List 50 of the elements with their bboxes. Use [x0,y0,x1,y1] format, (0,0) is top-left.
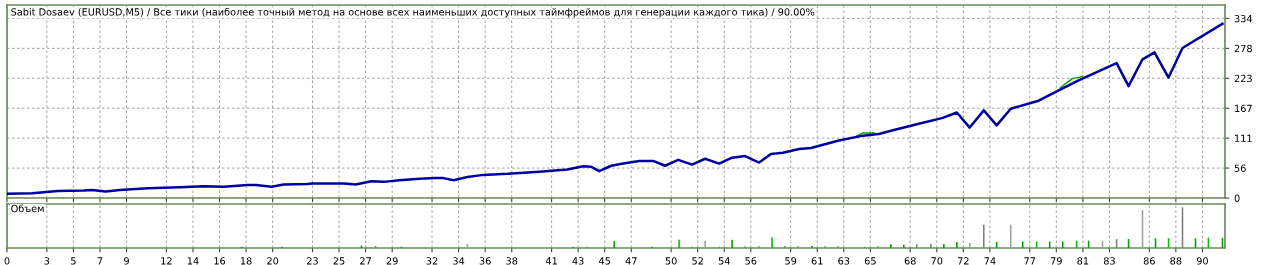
x-tick-label: 16 [214,257,226,265]
x-tick-label: 59 [785,257,797,265]
y-tick-label: 223 [1234,74,1252,83]
y-tick-label: 334 [1234,14,1253,23]
x-tick-label: 7 [97,257,103,265]
x-tick-label: 9 [124,257,129,265]
x-tick-label: 25 [333,257,345,265]
x-tick-label: 23 [307,257,318,265]
y-tick-label: 56 [1234,164,1246,172]
x-tick-label: 50 [665,257,677,265]
x-tick-label: 38 [506,257,518,265]
x-tick-label: 88 [1170,257,1182,265]
x-tick-label: 20 [267,257,279,265]
x-tick-label: 27 [360,257,371,265]
x-tick-label: 41 [545,257,557,265]
x-tick-label: 81 [1077,257,1089,265]
x-tick-label: 52 [692,257,703,265]
x-tick-label: 65 [864,257,876,265]
x-tick-label: 72 [957,257,969,265]
x-tick-label: 3 [44,257,50,265]
x-tick-label: 86 [1143,257,1155,265]
x-tick-label: 74 [984,257,996,265]
y-tick-label: 167 [1235,104,1252,113]
chart-title: Sabit Dosaev (EURUSD,M5) / Все тики (наиболее точный метод на основе всех наименьших доступных таймфреймов для генерации каждого тика) / 90.00% [11,7,815,18]
y-tick-label: 111 [1235,134,1252,142]
chart-title: Объем [11,204,44,213]
x-tick-label: 83 [1103,257,1115,265]
x-tick-label: 14 [187,257,199,265]
y-tick-label: 278 [1234,44,1252,53]
x-tick-label: 32 [426,257,438,265]
x-tick-label: 63 [838,257,850,265]
x-tick-label: 61 [811,257,823,265]
x-tick-label: 45 [599,257,611,265]
x-tick-label: 12 [161,257,172,265]
x-tick-label: 36 [479,257,491,265]
x-tick-label: 79 [1050,257,1062,265]
x-tick-label: 0 [4,257,10,265]
x-tick-label: 18 [240,257,252,265]
x-tick-label: 29 [386,257,398,265]
x-tick-label: 5 [71,257,76,265]
x-tick-label: 56 [745,257,757,265]
x-tick-label: 90 [1196,257,1208,265]
x-tick-label: 70 [931,257,943,265]
x-tick-label: 34 [453,257,465,265]
y-tick-label: 0 [1234,194,1240,202]
x-tick-label: 68 [904,257,916,265]
x-tick-label: 54 [718,257,730,265]
x-tick-label: 47 [625,257,637,265]
x-tick-label: 77 [1024,257,1036,265]
x-tick-label: 43 [572,257,584,265]
